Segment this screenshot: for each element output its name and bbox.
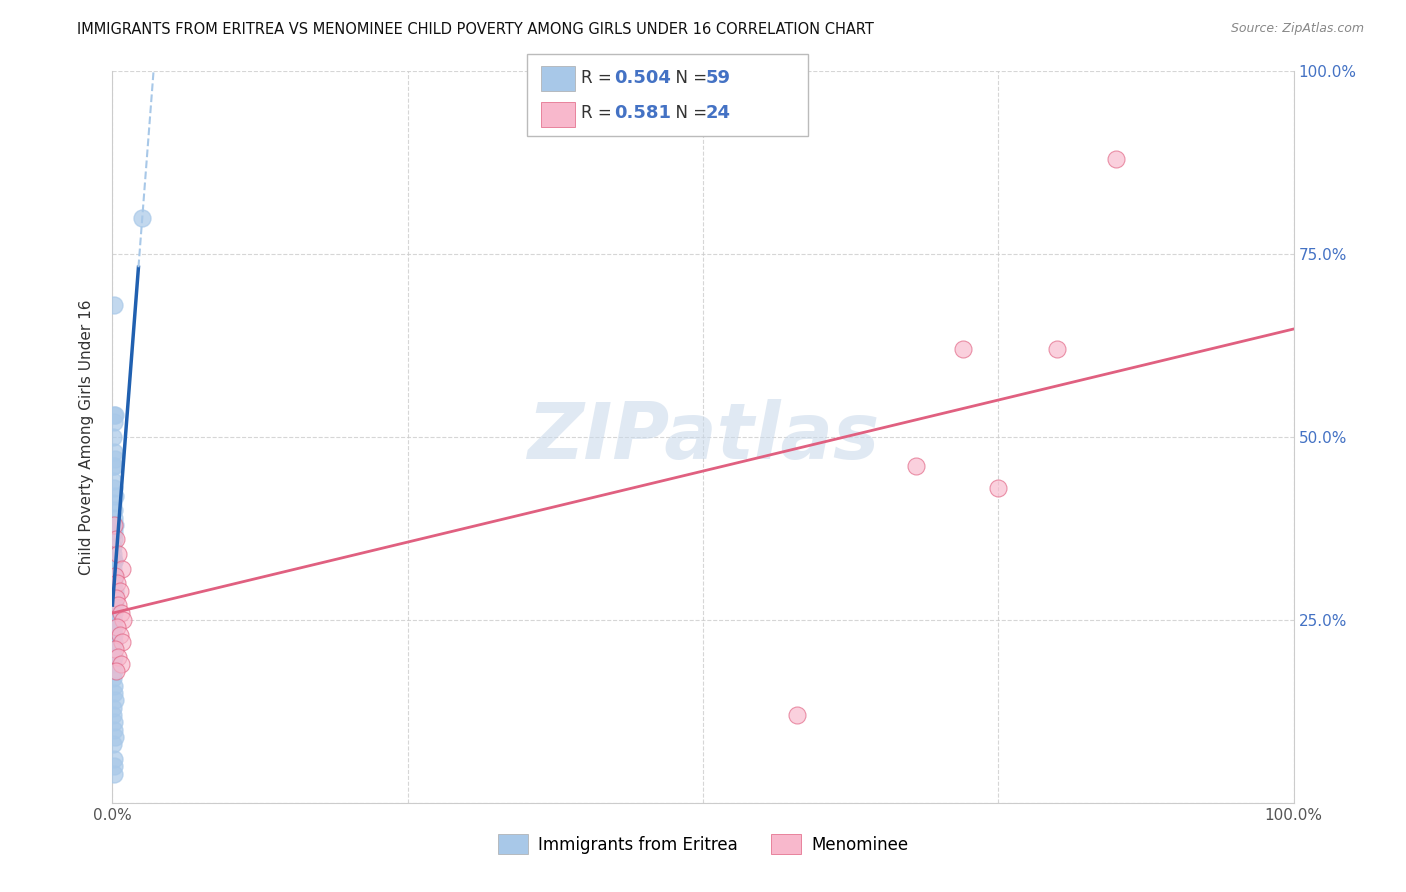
Point [103, 510, 125, 524]
Point [103, 759, 125, 773]
Point [103, 679, 125, 693]
Point [101, 708, 124, 723]
Point [103, 591, 125, 605]
Point [107, 547, 129, 561]
Point [107, 649, 129, 664]
Text: 0.504: 0.504 [614, 69, 671, 87]
Point [103, 642, 125, 657]
Text: 0.581: 0.581 [614, 104, 672, 122]
Point [104, 599, 127, 613]
Point [103, 298, 125, 312]
Point [103, 649, 125, 664]
Point [105, 533, 128, 547]
Point [101, 613, 124, 627]
Point [952, 343, 974, 357]
Point [1105, 152, 1128, 166]
Point [103, 635, 125, 649]
Text: 59: 59 [706, 69, 731, 87]
Point [101, 562, 124, 576]
Text: R =: R = [581, 69, 617, 87]
Point [105, 620, 128, 634]
Point [103, 533, 125, 547]
Point [103, 613, 125, 627]
Point [110, 606, 132, 620]
Text: Source: ZipAtlas.com: Source: ZipAtlas.com [1230, 22, 1364, 36]
Point [103, 583, 125, 598]
Point [103, 459, 125, 474]
Text: N =: N = [665, 104, 713, 122]
Point [105, 664, 128, 678]
Point [104, 642, 127, 657]
Point [103, 606, 125, 620]
Point [112, 613, 135, 627]
Point [103, 627, 125, 641]
Point [101, 737, 124, 751]
Point [104, 517, 127, 532]
Text: 24: 24 [706, 104, 731, 122]
Point [103, 752, 125, 766]
Point [101, 576, 124, 591]
Point [987, 481, 1010, 495]
Text: ZIPatlas: ZIPatlas [527, 399, 879, 475]
Point [105, 591, 128, 605]
Point [786, 708, 808, 723]
Point [103, 554, 125, 568]
Point [108, 627, 131, 641]
Point [104, 583, 127, 598]
Point [101, 459, 124, 474]
Point [103, 576, 125, 591]
Point [104, 408, 127, 422]
Point [103, 672, 125, 686]
Point [103, 700, 125, 714]
Point [104, 693, 127, 707]
Point [103, 517, 125, 532]
Point [104, 730, 127, 744]
Point [103, 599, 125, 613]
Point [110, 657, 132, 671]
Point [103, 723, 125, 737]
Point [1046, 343, 1069, 357]
Text: N =: N = [665, 69, 713, 87]
Point [104, 569, 127, 583]
Text: IMMIGRANTS FROM ERITREA VS MENOMINEE CHILD POVERTY AMONG GIRLS UNDER 16 CORRELAT: IMMIGRANTS FROM ERITREA VS MENOMINEE CHI… [77, 22, 875, 37]
Point [103, 686, 125, 700]
Point [108, 583, 131, 598]
Point [103, 599, 125, 613]
Point [111, 562, 134, 576]
Point [101, 517, 124, 532]
Legend: Immigrants from Eritrea, Menominee: Immigrants from Eritrea, Menominee [491, 828, 915, 860]
Point [103, 569, 125, 583]
Point [103, 554, 125, 568]
Point [103, 481, 125, 495]
Point [103, 496, 125, 510]
Point [103, 715, 125, 730]
Point [904, 459, 927, 474]
Point [103, 430, 125, 444]
Point [131, 211, 153, 225]
Point [107, 599, 129, 613]
Point [103, 525, 125, 540]
Point [103, 766, 125, 780]
Y-axis label: Child Poverty Among Girls Under 16: Child Poverty Among Girls Under 16 [79, 300, 94, 574]
Point [103, 569, 125, 583]
Point [103, 664, 125, 678]
Point [103, 444, 125, 458]
Point [104, 452, 127, 467]
Point [103, 416, 125, 430]
Point [101, 540, 124, 554]
Point [105, 576, 128, 591]
Point [103, 408, 125, 422]
Point [103, 627, 125, 641]
Point [104, 489, 127, 503]
Point [103, 503, 125, 517]
Point [111, 635, 134, 649]
Point [103, 474, 125, 488]
Text: R =: R = [581, 104, 617, 122]
Point [101, 657, 124, 671]
Point [103, 620, 125, 634]
Point [103, 547, 125, 561]
